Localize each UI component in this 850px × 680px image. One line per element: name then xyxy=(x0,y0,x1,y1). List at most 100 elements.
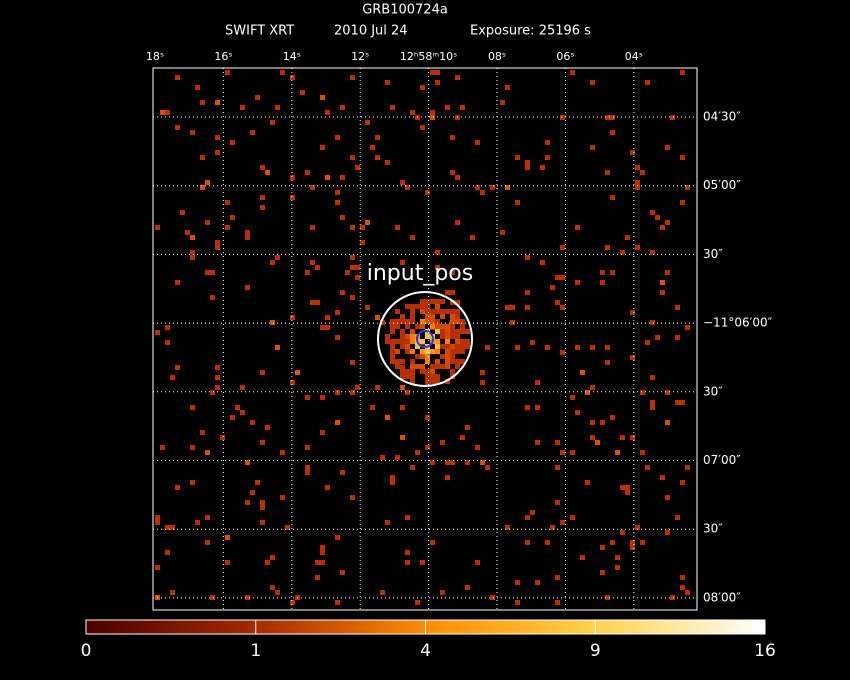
photon xyxy=(395,349,400,354)
photon xyxy=(175,75,180,80)
photon xyxy=(155,225,160,230)
photon xyxy=(420,309,425,314)
photon xyxy=(680,585,685,590)
photon xyxy=(600,545,605,550)
photon xyxy=(445,379,450,384)
photon xyxy=(635,525,640,530)
photon xyxy=(320,550,325,555)
photon xyxy=(660,225,665,230)
photon xyxy=(450,460,455,465)
photon xyxy=(460,324,465,329)
photon xyxy=(460,349,465,354)
photon xyxy=(530,510,535,515)
photon xyxy=(405,515,410,520)
photon xyxy=(175,485,180,490)
photon xyxy=(450,319,455,324)
photon xyxy=(560,245,565,250)
photon xyxy=(540,165,545,170)
photon xyxy=(370,405,375,410)
photon xyxy=(515,200,520,205)
photon xyxy=(435,364,440,369)
photon xyxy=(190,130,195,135)
x-tick-label: 06ˢ xyxy=(556,50,574,63)
photon xyxy=(670,595,675,600)
photon xyxy=(405,369,410,374)
photon xyxy=(195,520,200,525)
photon xyxy=(490,185,495,190)
photon xyxy=(395,309,400,314)
photon xyxy=(660,290,665,295)
photon xyxy=(275,255,280,260)
photon xyxy=(555,500,560,505)
photon xyxy=(250,130,255,135)
photon xyxy=(535,580,540,585)
photon xyxy=(545,540,550,545)
photon xyxy=(510,305,515,310)
photon xyxy=(605,345,610,350)
photon xyxy=(650,320,655,325)
colorbar-label: 16 xyxy=(754,641,776,661)
photon xyxy=(235,405,240,410)
photon xyxy=(400,365,405,370)
photon xyxy=(445,364,450,369)
photon xyxy=(400,314,405,319)
photon xyxy=(395,455,400,460)
photon xyxy=(165,325,170,330)
photon xyxy=(415,304,420,309)
photon xyxy=(435,379,440,384)
photon xyxy=(215,240,220,245)
photon xyxy=(385,334,390,339)
photon xyxy=(455,334,460,339)
photon xyxy=(215,385,220,390)
photon xyxy=(475,185,480,190)
photon xyxy=(410,349,415,354)
photon xyxy=(400,385,405,390)
photon xyxy=(605,115,610,120)
photon xyxy=(670,115,675,120)
photon xyxy=(455,314,460,319)
y-tick-label: 08′00″ xyxy=(703,590,741,604)
photon xyxy=(450,334,455,339)
photon xyxy=(215,135,220,140)
photon xyxy=(390,475,395,480)
photon xyxy=(190,250,195,255)
photon xyxy=(625,235,630,240)
y-tick-label: 30″ xyxy=(703,522,723,536)
photon xyxy=(335,335,340,340)
photon xyxy=(665,390,670,395)
photon xyxy=(665,530,670,535)
photon xyxy=(435,344,440,349)
photon xyxy=(630,435,635,440)
photon xyxy=(525,515,530,520)
photon xyxy=(205,450,210,455)
photon xyxy=(335,200,340,205)
photon xyxy=(415,600,420,605)
photon xyxy=(450,344,455,349)
photon xyxy=(390,480,395,485)
x-tick-label: 08ˢ xyxy=(488,50,506,63)
photon xyxy=(480,460,485,465)
photon xyxy=(195,85,200,90)
photon xyxy=(555,440,560,445)
photon xyxy=(540,260,545,265)
photon xyxy=(265,425,270,430)
photon xyxy=(445,349,450,354)
photon xyxy=(225,560,230,565)
photon xyxy=(450,354,455,359)
photon xyxy=(255,480,260,485)
photon xyxy=(430,309,435,314)
photon xyxy=(415,324,420,329)
photon xyxy=(575,280,580,285)
photon xyxy=(650,375,655,380)
photon xyxy=(675,515,680,520)
photon xyxy=(435,304,440,309)
photon xyxy=(245,460,250,465)
photon-map xyxy=(155,70,690,605)
photon xyxy=(635,185,640,190)
photon xyxy=(525,540,530,545)
photon xyxy=(320,560,325,565)
photon xyxy=(265,560,270,565)
photon xyxy=(550,285,555,290)
photon xyxy=(315,265,320,270)
